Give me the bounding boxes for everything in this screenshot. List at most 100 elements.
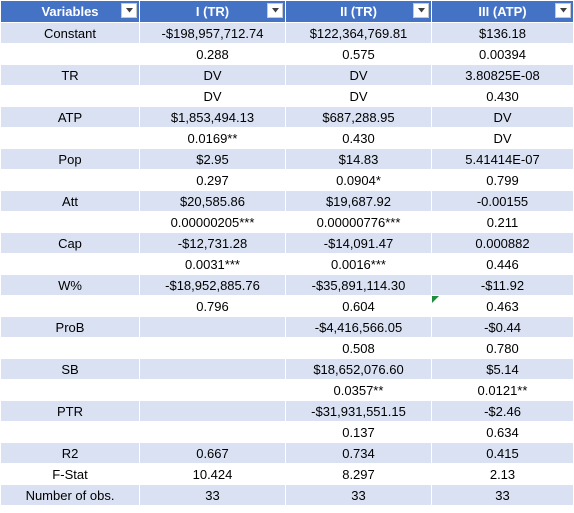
variable-label-cell[interactable]	[0, 127, 140, 149]
value-cell[interactable]: $687,288.95	[285, 106, 432, 128]
value-cell[interactable]: $19,687.92	[285, 190, 432, 212]
value-cell[interactable]: 33	[285, 484, 432, 506]
value-cell[interactable]: DV	[139, 64, 286, 86]
value-cell[interactable]: $14.83	[285, 148, 432, 170]
value-cell[interactable]: 8.297	[285, 463, 432, 485]
value-cell[interactable]: -$2.46	[431, 400, 574, 422]
value-cell[interactable]: -$31,931,551.15	[285, 400, 432, 422]
value-cell[interactable]: 0.430	[431, 85, 574, 107]
value-cell[interactable]: -$198,957,712.74	[139, 22, 286, 44]
value-cell[interactable]: 0.0357**	[285, 379, 432, 401]
value-cell[interactable]: -$14,091.47	[285, 232, 432, 254]
value-cell[interactable]: 33	[431, 484, 574, 506]
column-header-model-3[interactable]: III (ATP)	[431, 0, 574, 23]
value-cell[interactable]: $122,364,769.81	[285, 22, 432, 44]
variable-label-cell[interactable]: Pop	[0, 148, 140, 170]
value-cell[interactable]: DV	[285, 64, 432, 86]
variable-label-cell[interactable]	[0, 337, 140, 359]
variable-label-cell[interactable]	[0, 211, 140, 233]
value-cell[interactable]: 0.0016***	[285, 253, 432, 275]
value-cell[interactable]: 0.667	[139, 442, 286, 464]
variable-label-cell[interactable]: Number of obs.	[0, 484, 140, 506]
value-cell[interactable]: 0.575	[285, 43, 432, 65]
value-cell[interactable]: 0.634	[431, 421, 574, 443]
variable-label-cell[interactable]: ATP	[0, 106, 140, 128]
value-cell[interactable]: 5.41414E-07	[431, 148, 574, 170]
variable-label-cell[interactable]: R2	[0, 442, 140, 464]
value-cell[interactable]: $5.14	[431, 358, 574, 380]
variable-label-cell[interactable]: SB	[0, 358, 140, 380]
value-cell[interactable]: 0.00394	[431, 43, 574, 65]
value-cell[interactable]: 2.13	[431, 463, 574, 485]
value-cell[interactable]	[139, 337, 286, 359]
variable-label-cell[interactable]	[0, 379, 140, 401]
value-cell[interactable]: 0.799	[431, 169, 574, 191]
value-cell[interactable]: $1,853,494.13	[139, 106, 286, 128]
value-cell[interactable]: 0.604	[285, 295, 432, 317]
value-cell[interactable]: DV	[431, 106, 574, 128]
value-cell[interactable]: 0.796	[139, 295, 286, 317]
value-cell[interactable]: -$0.44	[431, 316, 574, 338]
value-cell[interactable]: 0.0904*	[285, 169, 432, 191]
column-header-model-2[interactable]: II (TR)	[285, 0, 432, 23]
value-cell[interactable]	[139, 358, 286, 380]
value-cell[interactable]: 0.463	[431, 295, 574, 317]
value-cell[interactable]: -$12,731.28	[139, 232, 286, 254]
filter-dropdown-button[interactable]	[121, 3, 137, 18]
variable-label-cell[interactable]	[0, 253, 140, 275]
variable-label-cell[interactable]	[0, 169, 140, 191]
value-cell[interactable]: -0.00155	[431, 190, 574, 212]
value-cell[interactable]: DV	[285, 85, 432, 107]
value-cell[interactable]: -$18,952,885.76	[139, 274, 286, 296]
variable-label-cell[interactable]: F-Stat	[0, 463, 140, 485]
value-cell[interactable]: DV	[431, 127, 574, 149]
column-header-variables[interactable]: Variables	[0, 0, 140, 23]
variable-label-cell[interactable]: Constant	[0, 22, 140, 44]
variable-label-cell[interactable]	[0, 85, 140, 107]
value-cell[interactable]: -$35,891,114.30	[285, 274, 432, 296]
value-cell[interactable]: 0.508	[285, 337, 432, 359]
value-cell[interactable]: 10.424	[139, 463, 286, 485]
variable-label-cell[interactable]: TR	[0, 64, 140, 86]
value-cell[interactable]: $136.18	[431, 22, 574, 44]
variable-label-cell[interactable]: Cap	[0, 232, 140, 254]
variable-label-cell[interactable]	[0, 295, 140, 317]
variable-label-cell[interactable]	[0, 43, 140, 65]
value-cell[interactable]: $2.95	[139, 148, 286, 170]
variable-label-cell[interactable]: PTR	[0, 400, 140, 422]
value-cell[interactable]	[139, 421, 286, 443]
variable-label-cell[interactable]: ProB	[0, 316, 140, 338]
value-cell[interactable]	[139, 379, 286, 401]
value-cell[interactable]: $18,652,076.60	[285, 358, 432, 380]
value-cell[interactable]: 0.288	[139, 43, 286, 65]
filter-dropdown-button[interactable]	[267, 3, 283, 18]
value-cell[interactable]: 0.0031***	[139, 253, 286, 275]
variable-label-cell[interactable]: W%	[0, 274, 140, 296]
value-cell[interactable]: $20,585.86	[139, 190, 286, 212]
value-cell[interactable]	[139, 400, 286, 422]
value-cell[interactable]: -$4,416,566.05	[285, 316, 432, 338]
variable-label-cell[interactable]	[0, 421, 140, 443]
value-cell[interactable]: 0.137	[285, 421, 432, 443]
value-cell[interactable]: 3.80825E-08	[431, 64, 574, 86]
value-cell[interactable]	[139, 316, 286, 338]
value-cell[interactable]: 0.297	[139, 169, 286, 191]
column-header-model-1[interactable]: I (TR)	[139, 0, 286, 23]
value-cell[interactable]: 33	[139, 484, 286, 506]
value-cell[interactable]: 0.000882	[431, 232, 574, 254]
value-cell[interactable]: 0.00000205***	[139, 211, 286, 233]
variable-label-cell[interactable]: Att	[0, 190, 140, 212]
filter-dropdown-button[interactable]	[413, 3, 429, 18]
value-cell[interactable]: 0.734	[285, 442, 432, 464]
value-cell[interactable]: 0.211	[431, 211, 574, 233]
value-cell[interactable]: DV	[139, 85, 286, 107]
value-cell[interactable]: 0.780	[431, 337, 574, 359]
value-cell[interactable]: 0.0121**	[431, 379, 574, 401]
value-cell[interactable]: -$11.92	[431, 274, 574, 296]
value-cell[interactable]: 0.415	[431, 442, 574, 464]
value-cell[interactable]: 0.0169**	[139, 127, 286, 149]
value-cell[interactable]: 0.446	[431, 253, 574, 275]
value-cell[interactable]: 0.430	[285, 127, 432, 149]
value-cell[interactable]: 0.00000776***	[285, 211, 432, 233]
filter-dropdown-button[interactable]	[555, 3, 571, 18]
